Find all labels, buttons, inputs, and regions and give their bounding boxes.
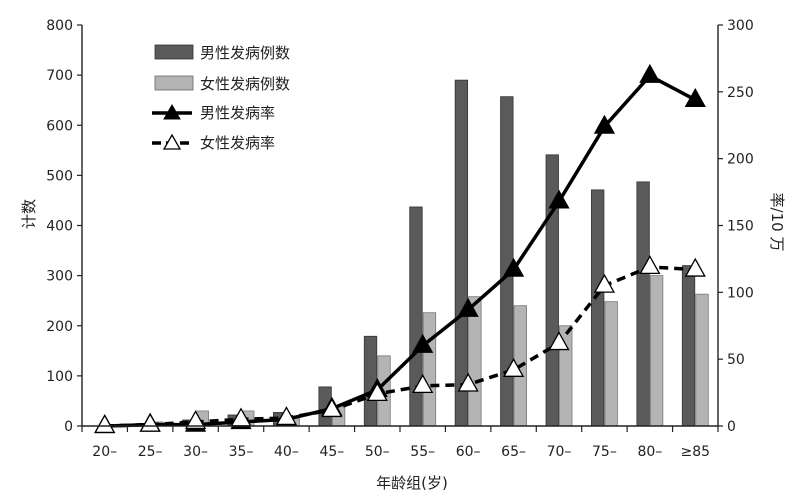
legend-label-male-cases: 男性发病例数 (200, 44, 290, 62)
bar-female-cases (604, 301, 618, 427)
bar-female-cases (695, 293, 709, 427)
x-tick-label: 80– (637, 444, 662, 460)
x-tick-label: 40– (274, 444, 299, 460)
bar-male-cases (363, 335, 378, 427)
bar-male-cases (636, 181, 650, 427)
line-female-rate (104, 265, 696, 428)
right-tick-label: 50 (727, 352, 745, 368)
bar-female-cases (649, 275, 664, 427)
left-tick-label: 300 (46, 269, 73, 285)
legend-label-female-cases: 女性发病例数 (200, 75, 290, 93)
right-tick-label: 150 (727, 219, 754, 235)
legend: 男性发病例数 女性发病例数 男性发病率 女性发病率 (152, 44, 290, 152)
right-tick-label: 200 (727, 152, 754, 168)
x-tick-label: 25– (138, 444, 163, 460)
left-tick-label: 600 (46, 118, 73, 134)
legend-label-female-rate: 女性发病率 (200, 134, 275, 152)
marker-female-rate (184, 410, 207, 430)
marker-male-rate (639, 63, 661, 83)
x-tick-label: 20– (92, 444, 117, 460)
marker-male-rate (412, 333, 434, 353)
left-tick-label: 700 (46, 68, 73, 84)
x-tick-label: 35– (229, 444, 254, 460)
marker-male-rate (593, 114, 616, 134)
legend-swatch-male-cases (154, 44, 194, 60)
x-tick-label: 60– (456, 444, 481, 460)
bars-layer (104, 79, 709, 427)
marker-female-rate (457, 372, 479, 392)
left-tick-label: 500 (46, 168, 73, 184)
x-tick-label: 30– (183, 444, 208, 460)
marker-female-rate (684, 257, 706, 277)
left-tick-label: 100 (46, 369, 73, 385)
marker-female-rate (412, 374, 434, 394)
x-tick-label: 70– (547, 444, 572, 460)
marker-female-rate (639, 255, 661, 275)
x-axis-title: 年龄组(岁) (376, 474, 448, 492)
marker-female-rate (321, 398, 343, 418)
lines-layer (94, 63, 706, 434)
bar-male-cases (454, 79, 469, 427)
x-tick-label: 55– (410, 444, 435, 460)
ticks-layer: 0 100 200 300 400 500 600 700 800 0 50 100 150 200 250… (46, 18, 753, 460)
marker-female-rate (94, 414, 116, 434)
marker-male-rate (548, 189, 570, 209)
x-tick-label: 75– (592, 444, 617, 460)
marker-female-rate (548, 331, 570, 351)
right-tick-label: 100 (727, 285, 754, 301)
marker-male-rate (457, 297, 479, 317)
marker-male-rate (684, 87, 706, 107)
left-axis-title: 计数 (20, 199, 38, 229)
right-tick-label: 300 (727, 18, 754, 34)
left-tick-label: 0 (64, 419, 73, 435)
bar-male-cases (591, 189, 605, 427)
x-tick-label: 45– (319, 444, 344, 460)
bar-male-cases (681, 265, 696, 427)
legend-swatch-female-cases (154, 75, 194, 91)
left-tick-label: 200 (46, 319, 73, 335)
marker-female-rate (366, 382, 388, 402)
right-axis-title: 率/10 万 (768, 193, 786, 252)
x-tick-label: ≥85 (681, 444, 711, 460)
bar-female-cases (422, 312, 437, 427)
left-tick-label: 800 (46, 18, 73, 34)
bar-male-cases (409, 206, 423, 427)
right-tick-label: 250 (727, 85, 754, 101)
marker-female-rate (139, 412, 161, 432)
legend-marker-male-rate (163, 103, 181, 120)
marker-female-rate (502, 357, 525, 377)
marker-female-rate (275, 406, 298, 426)
marker-male-rate (502, 257, 525, 277)
legend-marker-female-rate (162, 133, 182, 150)
legend-label-male-rate: 男性发病率 (200, 104, 275, 122)
x-tick-label: 65– (501, 444, 526, 460)
right-tick-label: 0 (727, 419, 736, 435)
left-tick-label: 400 (46, 219, 73, 235)
marker-female-rate (593, 273, 616, 293)
x-tick-label: 50– (365, 444, 390, 460)
